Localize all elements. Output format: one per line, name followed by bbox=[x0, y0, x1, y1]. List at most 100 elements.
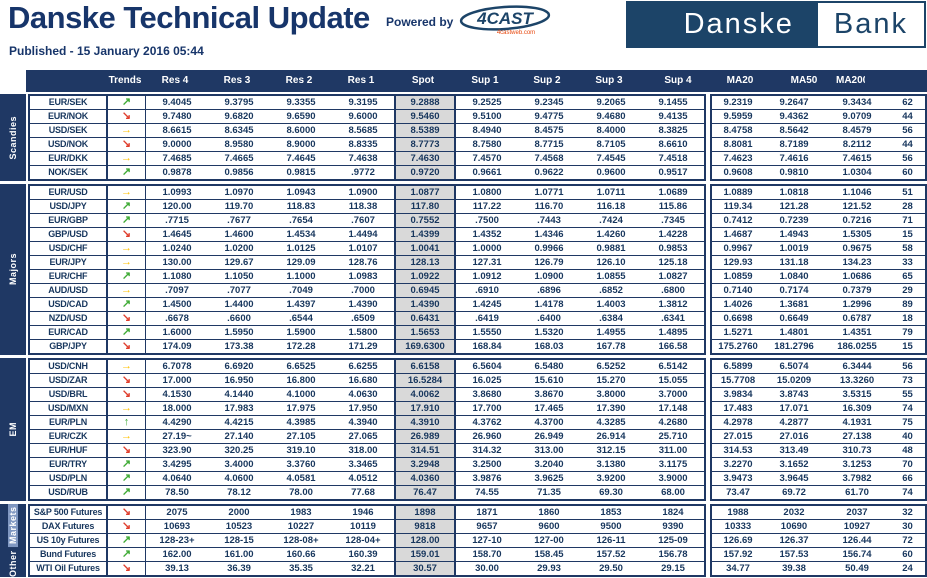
sup2-value: 26.949 bbox=[534, 431, 564, 442]
table-row-ma: 6.5899 6.5074 6.3444 56 bbox=[712, 360, 925, 374]
sup2-value: 6.5480 bbox=[534, 361, 564, 372]
sup2-value: 71.35 bbox=[537, 487, 561, 498]
res1-value: 1.4494 bbox=[348, 229, 378, 240]
arrow-up-right-icon: ↗ bbox=[121, 326, 132, 338]
arrow-right-icon: → bbox=[121, 256, 132, 268]
ma50-value: 0.7239 bbox=[779, 215, 809, 226]
res2-value: 9.6590 bbox=[286, 111, 316, 122]
pair-label: WTI Oil Futures bbox=[30, 562, 108, 575]
rsi9-value: 15 bbox=[902, 341, 913, 352]
res2-value: 1.5900 bbox=[286, 327, 316, 338]
table-row-ma: 8.8081 8.7189 8.2112 44 bbox=[712, 138, 925, 152]
res1-value: 9.6000 bbox=[348, 111, 378, 122]
ma20-value: 8.8081 bbox=[723, 139, 753, 150]
table-row: EUR/PLN ↑ 4.4290 4.4215 4.3985 4.3940 4.3910 4.… bbox=[30, 416, 704, 430]
table-row: USD/CHF → 1.0240 1.0200 1.0125 1.0107 1.0041 1.… bbox=[30, 242, 704, 256]
rsi9-value: 74 bbox=[902, 487, 913, 498]
ma200-value: 10927 bbox=[843, 521, 871, 532]
res4-value: 18.000 bbox=[162, 403, 192, 414]
res3-value: 320.25 bbox=[224, 445, 254, 456]
table-row: USD/RUB ↗ 78.50 78.12 78.00 77.68 76.47 74.55 71… bbox=[30, 486, 704, 499]
rsi9-value: 18 bbox=[902, 313, 913, 324]
ma200-value: 8.4579 bbox=[842, 125, 872, 136]
res3-value: 6.6920 bbox=[224, 361, 254, 372]
res4-value: 162.00 bbox=[162, 549, 192, 560]
res3-value: 9.6820 bbox=[224, 111, 254, 122]
spot-value: 1.0922 bbox=[394, 270, 456, 283]
sup3-value: 9.4680 bbox=[596, 111, 626, 122]
sup3-value: .7424 bbox=[599, 215, 623, 226]
sup4-value: .6800 bbox=[661, 285, 685, 296]
4cast-logo-text: 4CAST bbox=[476, 9, 534, 28]
sup1-value: 1.5550 bbox=[472, 327, 502, 338]
res2-value: 118.83 bbox=[286, 201, 316, 212]
arrow-right-icon: → bbox=[121, 242, 132, 254]
res4-value: 130.00 bbox=[162, 257, 192, 268]
ma20-value: 157.92 bbox=[723, 549, 753, 560]
group-levels-box: EUR/SEK ↗ 9.4045 9.3795 9.3355 9.3195 9.2888 9.… bbox=[28, 94, 706, 181]
ma200-value: 2037 bbox=[846, 507, 868, 518]
table-row: USD/SEK → 8.6615 8.6345 8.6000 8.5685 8.5389 8.… bbox=[30, 124, 704, 138]
spot-value: 9818 bbox=[394, 520, 456, 533]
sup4-value: 1.0689 bbox=[658, 187, 688, 198]
sup4-value: 29.15 bbox=[661, 563, 685, 574]
res4-value: .6678 bbox=[165, 313, 189, 324]
ma200-value: 4.1931 bbox=[842, 417, 872, 428]
table-row-ma: 0.9967 1.0019 0.9675 58 bbox=[712, 242, 925, 256]
ma20-value: 4.2978 bbox=[723, 417, 753, 428]
res4-value: 3.4295 bbox=[162, 459, 192, 470]
res1-value: 8.8335 bbox=[348, 139, 378, 150]
trend-cell: ↘ bbox=[108, 388, 146, 401]
res4-value: 4.1530 bbox=[162, 389, 192, 400]
res1-value: 1946 bbox=[352, 507, 374, 518]
res3-value: 16.950 bbox=[224, 375, 254, 386]
arrow-up-right-icon: ↗ bbox=[121, 472, 132, 484]
ma200-value: 1.0686 bbox=[842, 271, 872, 282]
res2-value: 319.10 bbox=[286, 445, 316, 456]
arrow-up-right-icon: ↗ bbox=[121, 96, 132, 108]
res4-value: 1.0993 bbox=[162, 187, 192, 198]
ma20-value: 9.2319 bbox=[723, 97, 753, 108]
res1-value: 77.68 bbox=[351, 487, 375, 498]
ma20-value: 15.7708 bbox=[720, 375, 756, 386]
table-row-ma: 1.0859 1.0840 1.0686 65 bbox=[712, 270, 925, 284]
trend-cell: ↗ bbox=[108, 458, 146, 471]
res1-value: 32.21 bbox=[351, 563, 375, 574]
res1-value: 118.38 bbox=[348, 201, 378, 212]
table-row-ma: 119.34 121.28 121.52 28 bbox=[712, 200, 925, 214]
sup1-value: 74.55 bbox=[475, 487, 499, 498]
arrow-up-right-icon: ↗ bbox=[121, 458, 132, 470]
res1-value: 1.0983 bbox=[348, 271, 378, 282]
rsi9-value: 40 bbox=[902, 431, 913, 442]
rsi9-value: 65 bbox=[902, 271, 913, 282]
arrow-up-right-icon: ↗ bbox=[121, 270, 132, 282]
res2-value: 8.9000 bbox=[286, 139, 316, 150]
ma200-value: 1.2996 bbox=[842, 299, 872, 310]
spot-value: 8.5389 bbox=[394, 124, 456, 137]
rsi9-value: 56 bbox=[902, 153, 913, 164]
pair-label: USD/CAD bbox=[30, 298, 108, 311]
arrow-down-right-icon: ↘ bbox=[121, 228, 132, 240]
res4-value: 1.1080 bbox=[162, 271, 192, 282]
ma50-value: 7.4616 bbox=[779, 153, 809, 164]
group-em: EM USD/CNH → 6.7078 6.6920 6.6525 6.6255 6.6158… bbox=[0, 358, 927, 501]
rsi9-value: 15 bbox=[902, 229, 913, 240]
sup3-value: 126-11 bbox=[596, 535, 626, 546]
res1-value: 10119 bbox=[350, 521, 376, 532]
res3-value: 27.140 bbox=[224, 431, 254, 442]
res1-value: 1.0900 bbox=[348, 187, 378, 198]
arrow-down-right-icon: ↘ bbox=[121, 110, 132, 122]
res3-value: 128-15 bbox=[224, 535, 254, 546]
sup1-value: 1.4245 bbox=[472, 299, 502, 310]
table-row-ma: 314.53 313.49 310.73 48 bbox=[712, 444, 925, 458]
table-row-ma: 9.2319 9.2647 9.3434 62 bbox=[712, 96, 925, 110]
ma20-value: 1.4687 bbox=[723, 229, 753, 240]
pair-label: USD/SEK bbox=[30, 124, 108, 137]
spot-value: 1.0877 bbox=[394, 186, 456, 199]
sup3-value: 69.30 bbox=[599, 487, 623, 498]
spot-value: 1.0041 bbox=[394, 242, 456, 255]
group-levels-box: S&P 500 Futures ↘ 2075 2000 1983 1946 1898 1871… bbox=[28, 504, 706, 578]
table-row-ma: 9.5959 9.4362 9.0709 44 bbox=[712, 110, 925, 124]
ma20-value: 0.6698 bbox=[723, 313, 753, 324]
res3-value: 3.4000 bbox=[224, 459, 254, 470]
